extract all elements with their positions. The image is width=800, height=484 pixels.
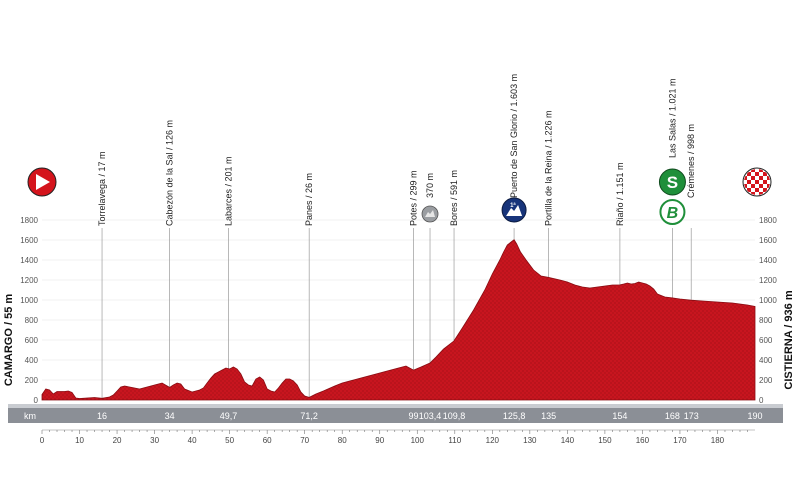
km-marker-label: 34 [165,411,175,421]
y-axis-left: 0 200 400 600 800 1000 1200 1400 1600 1800 [20,216,38,405]
climb-category-label: 1ª [510,202,516,209]
y-tick-label: 1400 [759,256,777,265]
y-tick-label: 800 [25,316,39,325]
x-tick-label: 130 [523,436,537,445]
y-tick-label: 1200 [20,276,38,285]
y-tick-label: 1000 [759,296,777,305]
x-tick-label: 120 [486,436,500,445]
km-marker-label: 125,8 [503,411,526,421]
y-tick-label: 800 [759,316,773,325]
waypoint-label: 370 m [425,173,435,198]
y-tick-label: 1000 [20,296,38,305]
bonus-icon [659,199,686,225]
waypoint-label: Bores / 591 m [449,170,459,226]
km-marker-label: 190 [747,411,762,421]
waypoint-label: Puerto de San Glorio / 1.603 m [509,74,519,198]
waypoint-label: Potes / 299 m [409,170,419,226]
waypoint-label: Crémenes / 998 m [686,124,696,198]
x-tick-label: 80 [338,436,347,445]
x-tick-label: 180 [711,436,725,445]
km-label: km [24,411,36,421]
km-marker-label: 16 [97,411,107,421]
x-axis-ticks: 0 10 20 30 40 50 60 70 80 90 100 110 120 130 140 150 160… [40,429,755,445]
grid-lines [42,219,755,401]
x-tick-label: 170 [673,436,687,445]
x-tick-label: 110 [448,436,461,445]
y-tick-label: 0 [34,396,39,405]
y-tick-label: 1600 [759,236,777,245]
mountain-icon [506,205,523,216]
km-bar: 16 34 49,7 71,2 99 103,4 109,8 125,8 135 154 168 17… [8,404,783,423]
km-marker-label: 49,7 [220,411,238,421]
bonus-label: B [667,205,679,222]
waypoint-label: Labarces / 201 m [224,156,234,226]
x-tick-label: 90 [375,436,384,445]
x-tick-label: 30 [150,436,159,445]
y-tick-label: 600 [25,336,39,345]
km-marker-label: 173 [684,411,699,421]
start-label: CAMARGO / 55 m [3,294,15,387]
y-tick-label: 1600 [20,236,38,245]
y-tick-label: 1400 [20,256,38,265]
waypoint-label: Torrelavega / 17 m [97,151,107,226]
km-marker-label: 135 [541,411,556,421]
waypoint-label: Riaño / 1.151 m [615,162,625,226]
y-tick-label: 400 [759,356,773,365]
mountain-icon [425,210,436,217]
waypoint-droplines [101,228,692,399]
x-tick-label: 10 [75,436,84,445]
km-marker-label: 99 [409,411,419,421]
y-tick-label: 1200 [759,276,777,285]
play-icon [36,174,50,190]
x-tick-label: 20 [113,436,122,445]
x-tick-label: 60 [263,436,272,445]
waypoint-label: Las Salas / 1.021 m [667,78,677,158]
km-bar-top-edge [8,404,783,408]
waypoint-labels: Torrelavega / 17 m Cabezón de la Sal / 12… [97,74,696,226]
waypoint-label: Portilla de la Reina / 1.226 m [544,110,554,226]
y-tick-label: 1800 [759,216,777,225]
x-tick-label: 70 [300,436,309,445]
x-tick-label: 160 [636,436,650,445]
y-tick-label: 1800 [20,216,38,225]
waypoint-label: Panes / 26 m [304,173,314,226]
elevation-area [41,239,756,401]
sprint-icon [658,168,686,196]
x-tick-label: 50 [225,436,234,445]
x-tick-label: 100 [411,436,425,445]
x-tick-label: 0 [40,436,45,445]
km-marker-label: 154 [612,411,627,421]
route-badges: 1ª SB [27,167,772,225]
y-axis-right: 0 200 400 600 800 1000 1200 1400 1600 1800 [759,216,777,405]
km-marker-label: 109,8 [443,411,466,421]
y-tick-label: 200 [25,376,39,385]
waypoint-label: Cabezón de la Sal / 126 m [165,120,175,226]
km-marker-label: 168 [665,411,680,421]
km-marker-label: 103,4 [419,411,442,421]
x-tick-label: 140 [561,436,575,445]
km-marker-label: 71,2 [300,411,318,421]
km-bar-background [8,408,783,423]
x-tick-label: 40 [188,436,197,445]
sprint-label: S [667,173,678,192]
climb-category-icon [501,197,527,223]
y-tick-label: 600 [759,336,773,345]
y-tick-label: 400 [25,356,39,365]
y-tick-label: 200 [759,376,773,385]
finish-label: CISTIERNA / 936 m [783,290,795,389]
y-tick-label: 0 [759,396,764,405]
x-tick-label: 150 [598,436,612,445]
